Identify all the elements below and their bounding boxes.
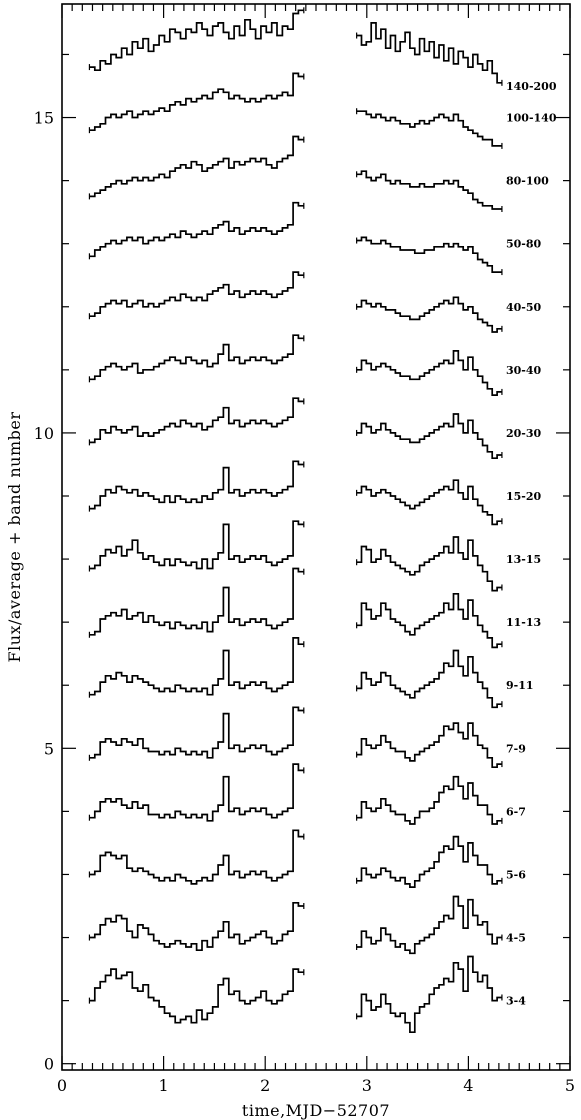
plot-frame [61, 3, 571, 1071]
y-tick-label: 10 [34, 424, 54, 443]
x-tick-label: 1 [159, 1076, 169, 1095]
axis-ticks [61, 4, 571, 1070]
series-segment [89, 567, 304, 636]
series-segment [89, 397, 304, 444]
series-segment [356, 955, 502, 1034]
y-tick-label: 0 [44, 1055, 54, 1074]
series-3-4 [88, 955, 503, 1034]
series-segment [89, 271, 304, 318]
series-segment [356, 22, 502, 84]
x-tick-label: 5 [565, 1076, 575, 1095]
series-segment [356, 722, 502, 769]
series-140-200 [88, 7, 503, 86]
series-layer [88, 7, 503, 1034]
series-segment [356, 649, 502, 709]
band-label: 40-50 [506, 301, 542, 314]
series-segment [89, 968, 304, 1024]
series-segment [89, 520, 304, 570]
series-50-80 [88, 201, 503, 276]
band-label: 7-9 [506, 742, 526, 755]
series-segment [356, 350, 502, 396]
series-100-140 [88, 72, 503, 149]
band-label: 30-40 [506, 364, 542, 377]
series-segment [89, 460, 304, 510]
band-label: 13-15 [506, 553, 541, 566]
series-20-30 [88, 397, 503, 460]
series-40-50 [88, 271, 503, 333]
band-label: 80-100 [506, 175, 549, 188]
series-segment [356, 895, 502, 955]
series-80-100 [88, 135, 503, 212]
series-segment [356, 835, 502, 888]
series-segment [356, 110, 502, 147]
series-segment [89, 901, 304, 952]
series-9-11 [88, 637, 503, 709]
band-label: 50-80 [506, 238, 542, 251]
band-label: 9-11 [506, 679, 534, 692]
y-tick-label: 15 [34, 109, 54, 128]
series-segment [89, 706, 304, 759]
band-label: 11-13 [506, 616, 541, 629]
series-5-6 [88, 829, 503, 888]
series-segment [89, 135, 304, 198]
band-label: 20-30 [506, 427, 542, 440]
series-4-5 [88, 895, 503, 955]
series-30-40 [88, 334, 503, 396]
series-segment [89, 334, 304, 381]
band-label: 15-20 [506, 490, 542, 503]
series-13-15 [88, 520, 503, 592]
x-tick-label: 2 [260, 1076, 270, 1095]
series-segment [89, 763, 304, 822]
band-label: 140-200 [506, 80, 557, 93]
series-7-9 [88, 706, 503, 769]
band-label: 3-4 [506, 995, 526, 1008]
series-segment [356, 296, 502, 333]
series-segment [89, 9, 304, 72]
series-segment [356, 170, 502, 210]
series-6-7 [88, 763, 503, 825]
band-label: 6-7 [506, 805, 526, 818]
series-segment [356, 592, 502, 649]
series-segment [356, 236, 502, 273]
band-label: 5-6 [506, 868, 526, 881]
series-segment [356, 536, 502, 592]
x-tick-label: 0 [57, 1076, 67, 1095]
band-label: 100-140 [506, 112, 557, 125]
series-segment [356, 479, 502, 526]
band-label: 4-5 [506, 932, 526, 945]
series-15-20 [88, 460, 503, 526]
series-segment [89, 72, 304, 132]
series-segment [356, 413, 502, 460]
x-tick-labels: 0 1 2 3 4 5 [57, 1076, 575, 1095]
series-11-13 [88, 567, 503, 649]
series-segment [356, 775, 502, 825]
x-tick-label: 3 [362, 1076, 372, 1095]
series-segment [89, 637, 304, 696]
x-axis-title: time,MJD−52707 [242, 1101, 390, 1120]
band-labels: 3-4 4-5 5-6 6-7 7-9 9-11 11-13 13-15 15-20 20-30 3… [506, 80, 557, 1008]
series-segment [89, 201, 304, 258]
y-axis-title: Flux/average + band number [5, 411, 24, 662]
x-tick-label: 4 [463, 1076, 473, 1095]
y-tick-label: 5 [44, 739, 54, 758]
y-tick-labels: 0 5 10 15 [34, 109, 54, 1074]
series-segment [89, 829, 304, 885]
